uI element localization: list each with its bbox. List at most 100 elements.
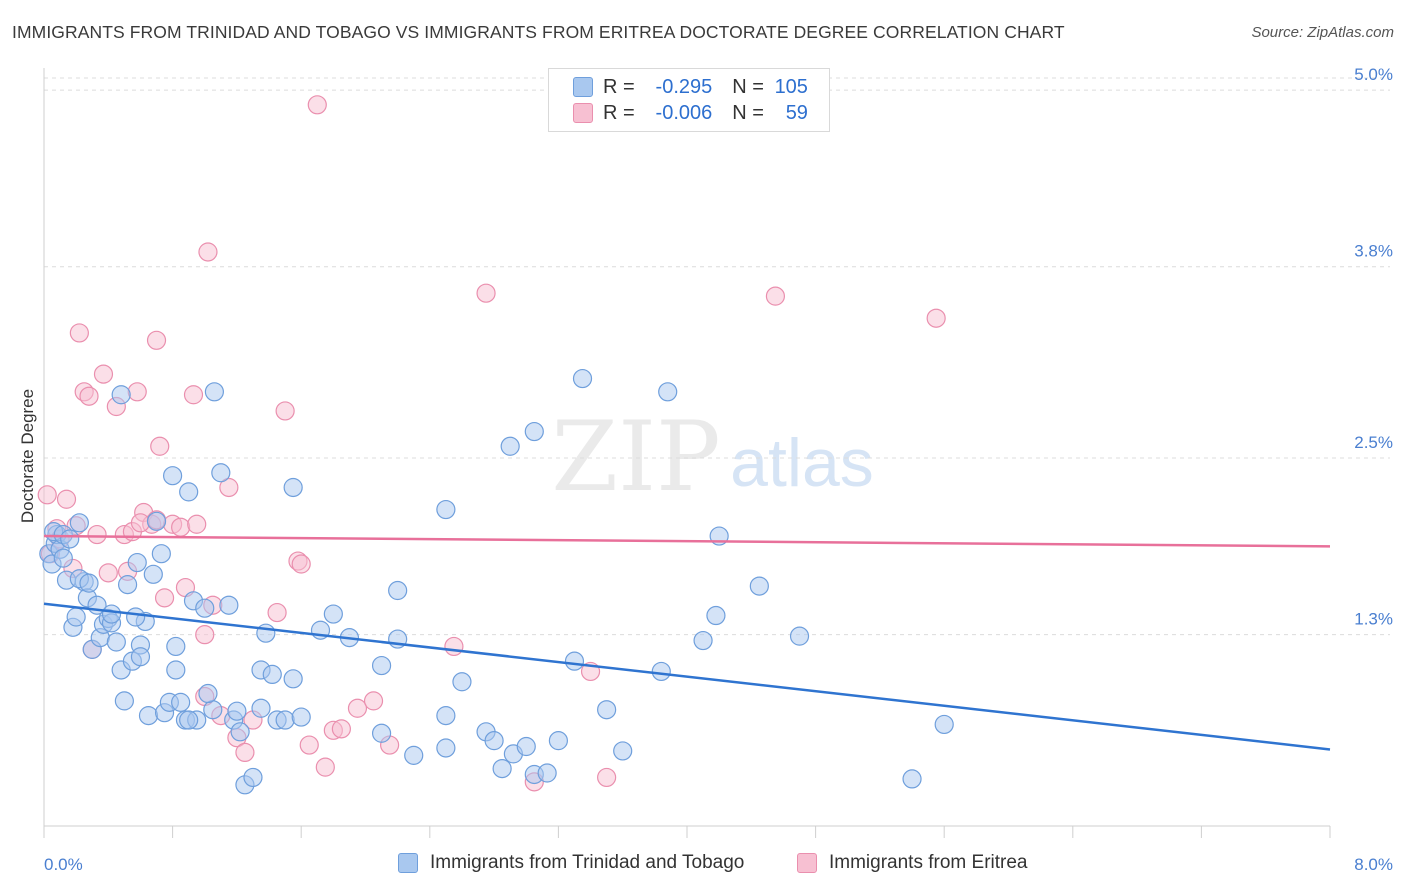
data-point xyxy=(749,576,769,596)
data-point xyxy=(106,632,126,652)
data-point xyxy=(404,745,424,765)
x-tick-label-max: 8.0% xyxy=(1354,855,1393,874)
data-point xyxy=(114,691,134,711)
data-point xyxy=(371,655,392,676)
data-point xyxy=(789,626,810,646)
data-point xyxy=(484,731,504,751)
data-point xyxy=(93,364,114,384)
data-point xyxy=(98,563,118,583)
data-point xyxy=(323,604,343,624)
data-point xyxy=(187,514,207,534)
data-point xyxy=(163,466,183,486)
data-point xyxy=(315,757,335,777)
y-tick-label: 1.3% xyxy=(1354,610,1393,629)
data-point xyxy=(693,630,713,651)
legend-row-blue: R = -0.295 N = 105 xyxy=(573,75,808,99)
data-point xyxy=(150,436,170,456)
data-point xyxy=(492,758,512,779)
data-point xyxy=(934,714,954,735)
data-point xyxy=(166,636,186,657)
bottom-legend-eritrea: Immigrants from Eritrea xyxy=(797,852,1027,874)
data-point xyxy=(267,602,287,623)
data-point xyxy=(926,308,946,328)
data-point xyxy=(146,511,167,531)
legend-n-value: 59 xyxy=(785,101,808,124)
trend-line-eritrea xyxy=(43,534,1331,548)
data-point xyxy=(101,604,122,624)
data-point xyxy=(204,382,224,402)
data-point xyxy=(537,763,557,783)
legend-n-value: 105 xyxy=(774,75,808,98)
data-point xyxy=(476,283,496,303)
data-point xyxy=(219,477,239,498)
data-point xyxy=(436,738,456,758)
data-point xyxy=(69,513,89,533)
data-point xyxy=(291,707,311,727)
series-trinidad xyxy=(39,368,954,795)
data-point xyxy=(198,683,218,704)
data-point xyxy=(243,767,263,788)
data-point xyxy=(331,719,351,739)
data-point xyxy=(283,477,303,498)
legend-row-pink: R = -0.006 N = 59 xyxy=(573,101,808,125)
legend-swatch-pink xyxy=(797,853,817,873)
data-point xyxy=(166,660,186,680)
data-point xyxy=(154,588,175,608)
data-point xyxy=(516,736,536,757)
data-point xyxy=(251,698,271,718)
data-point xyxy=(56,489,77,509)
y-tick-label: 2.5% xyxy=(1354,433,1393,452)
data-point xyxy=(198,242,218,262)
data-point xyxy=(291,554,311,574)
data-point xyxy=(37,485,57,505)
watermark-atlas: atlas xyxy=(730,425,874,501)
y-tick-label: 3.8% xyxy=(1354,242,1393,261)
data-point xyxy=(66,607,86,627)
legend-n-label: N = xyxy=(732,75,764,98)
data-point xyxy=(436,706,456,726)
data-point xyxy=(79,386,99,406)
data-point xyxy=(130,513,151,533)
data-point xyxy=(613,741,633,761)
data-point xyxy=(436,499,456,520)
data-point xyxy=(146,330,167,350)
source-label: Source: ZipAtlas.com xyxy=(1251,24,1394,41)
data-point xyxy=(371,723,392,743)
data-point xyxy=(564,651,585,671)
legend-swatch-blue xyxy=(398,853,418,873)
data-point xyxy=(179,710,199,730)
data-point xyxy=(53,548,73,568)
data-point xyxy=(87,524,107,545)
data-point xyxy=(524,421,544,442)
data-point xyxy=(444,636,464,657)
legend-swatch-blue xyxy=(573,77,593,97)
grid xyxy=(44,77,1390,636)
data-point xyxy=(363,691,384,711)
data-point xyxy=(171,517,191,537)
data-point xyxy=(347,698,368,718)
data-point xyxy=(195,598,215,618)
data-point xyxy=(60,529,80,549)
data-point xyxy=(203,700,223,720)
data-point xyxy=(183,385,204,405)
data-point xyxy=(572,368,593,389)
data-point xyxy=(130,647,151,667)
data-point xyxy=(275,710,295,730)
data-point xyxy=(262,664,282,685)
data-point xyxy=(126,607,146,627)
legend-r-label: R = xyxy=(603,101,635,124)
data-point xyxy=(388,580,408,601)
legend-n-label: N = xyxy=(732,101,764,124)
data-point xyxy=(307,95,327,115)
data-point xyxy=(597,767,617,788)
x-tick-label-min: 0.0% xyxy=(44,855,83,874)
legend-series-name: Immigrants from Trinidad and Tobago xyxy=(430,852,745,873)
data-point xyxy=(127,552,147,573)
trend-lines xyxy=(43,534,1331,751)
data-point xyxy=(195,625,215,645)
data-point xyxy=(79,573,99,593)
y-tick-label: 5.0% xyxy=(1354,65,1393,84)
correlation-legend: R = -0.295 N = 105 R = -0.006 N = 59 xyxy=(548,68,830,132)
data-point xyxy=(179,482,199,502)
axes xyxy=(43,68,1331,838)
